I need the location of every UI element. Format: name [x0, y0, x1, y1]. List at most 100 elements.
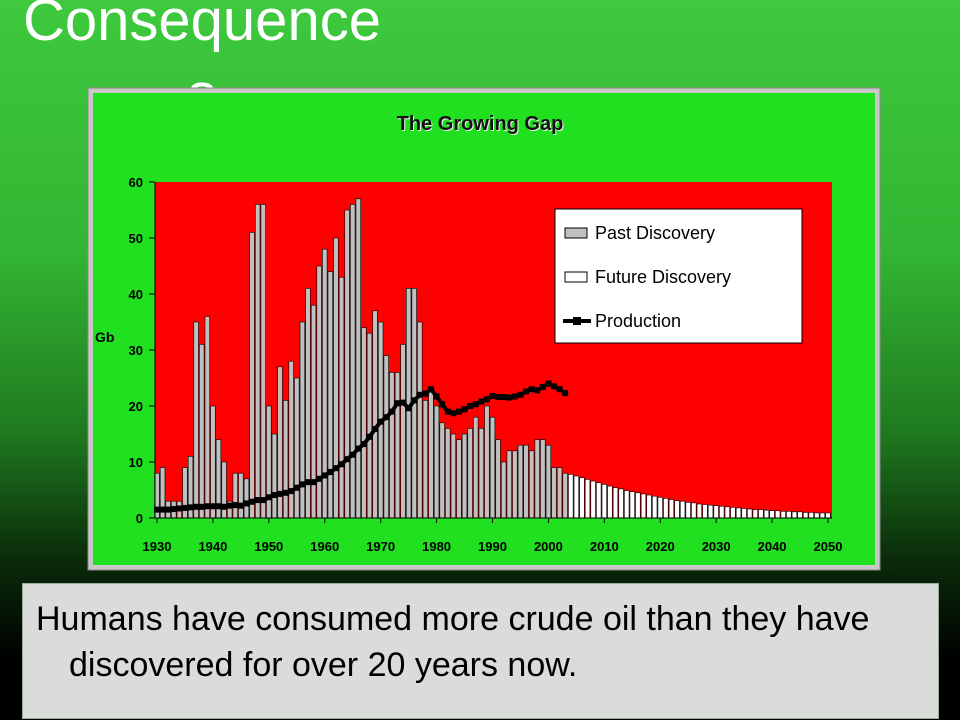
- bar: [814, 512, 820, 519]
- bar: [741, 508, 747, 519]
- production-marker: [338, 461, 345, 468]
- bar: [478, 428, 484, 519]
- bar: [802, 512, 809, 519]
- y-tick-label: 0: [136, 511, 143, 526]
- bar: [679, 500, 686, 519]
- bar: [657, 496, 663, 519]
- production-marker: [316, 475, 323, 482]
- bar: [752, 509, 758, 519]
- bar: [786, 510, 792, 519]
- production-marker: [551, 383, 558, 390]
- x-tick-label: 2050: [814, 539, 843, 554]
- production-marker: [400, 399, 407, 406]
- production-marker: [372, 425, 379, 432]
- bar: [232, 472, 238, 519]
- bar: [590, 480, 596, 519]
- bar: [780, 510, 786, 519]
- x-tick-label: 2010: [590, 539, 619, 554]
- y-tick-label: 60: [129, 175, 143, 190]
- bar: [791, 511, 798, 519]
- production-marker: [427, 386, 434, 393]
- production-marker: [321, 472, 328, 479]
- bar: [417, 321, 423, 519]
- production-marker: [562, 390, 569, 397]
- production-marker: [467, 403, 474, 409]
- bar: [797, 511, 803, 519]
- legend-box: [554, 208, 803, 344]
- production-marker: [495, 394, 502, 401]
- production-marker: [534, 387, 541, 394]
- bar: [668, 499, 675, 519]
- production-marker: [450, 410, 457, 417]
- y-tick-label: 10: [129, 455, 143, 470]
- bar: [579, 477, 585, 519]
- production-marker: [204, 503, 211, 510]
- bar: [282, 400, 289, 519]
- bar: [724, 506, 730, 519]
- production-marker: [170, 506, 177, 513]
- bar: [707, 504, 714, 519]
- x-tick-label: 2040: [758, 539, 787, 554]
- production-marker: [455, 408, 462, 415]
- production-marker: [154, 506, 160, 513]
- production-marker: [293, 484, 300, 491]
- production-marker: [176, 505, 183, 512]
- bar: [652, 495, 658, 519]
- bar: [702, 504, 708, 519]
- production-marker: [226, 502, 233, 509]
- bar: [266, 405, 272, 519]
- production-marker: [539, 383, 546, 390]
- bar: [607, 485, 613, 519]
- x-tick-label: 1960: [310, 539, 339, 554]
- bar: [819, 512, 826, 519]
- bar: [696, 503, 703, 519]
- bar: [210, 405, 216, 519]
- bar: [775, 510, 781, 519]
- production-marker: [165, 506, 172, 513]
- bar: [327, 271, 333, 519]
- bar: [624, 490, 630, 519]
- bar: [719, 505, 725, 519]
- bar: [422, 400, 429, 519]
- bar: [484, 405, 490, 519]
- bar: [467, 428, 473, 519]
- bar: [747, 508, 753, 519]
- bar: [506, 450, 512, 519]
- x-tick-label: 1950: [254, 539, 283, 554]
- production-marker: [489, 392, 496, 399]
- production-marker: [416, 391, 423, 398]
- bar: [635, 492, 641, 519]
- bar: [691, 502, 697, 519]
- bar: [260, 204, 266, 519]
- bar: [383, 355, 389, 519]
- bar: [456, 439, 462, 519]
- production-marker: [254, 497, 261, 504]
- production-marker: [221, 503, 228, 510]
- bar: [389, 372, 395, 519]
- production-marker: [388, 408, 395, 415]
- bar: [288, 360, 294, 519]
- bar: [713, 505, 719, 519]
- bar: [489, 416, 496, 519]
- legend-label: Past Discovery: [595, 223, 715, 243]
- bar: [199, 344, 205, 519]
- production-marker: [472, 401, 479, 408]
- legend-swatch: [564, 227, 588, 239]
- bar: [808, 512, 814, 519]
- y-tick-label: 40: [129, 287, 143, 302]
- bar: [501, 461, 507, 519]
- production-marker: [556, 386, 563, 393]
- bar: [758, 509, 764, 519]
- x-tick-label: 2030: [702, 539, 731, 554]
- production-marker: [237, 502, 244, 509]
- production-marker: [439, 401, 446, 408]
- bar: [299, 321, 306, 519]
- bar: [545, 444, 552, 519]
- production-marker: [271, 492, 278, 499]
- production-marker: [198, 503, 205, 510]
- production-marker: [377, 418, 384, 425]
- x-tick-label: 2020: [646, 539, 675, 554]
- production-marker: [411, 397, 418, 404]
- bar: [523, 444, 529, 519]
